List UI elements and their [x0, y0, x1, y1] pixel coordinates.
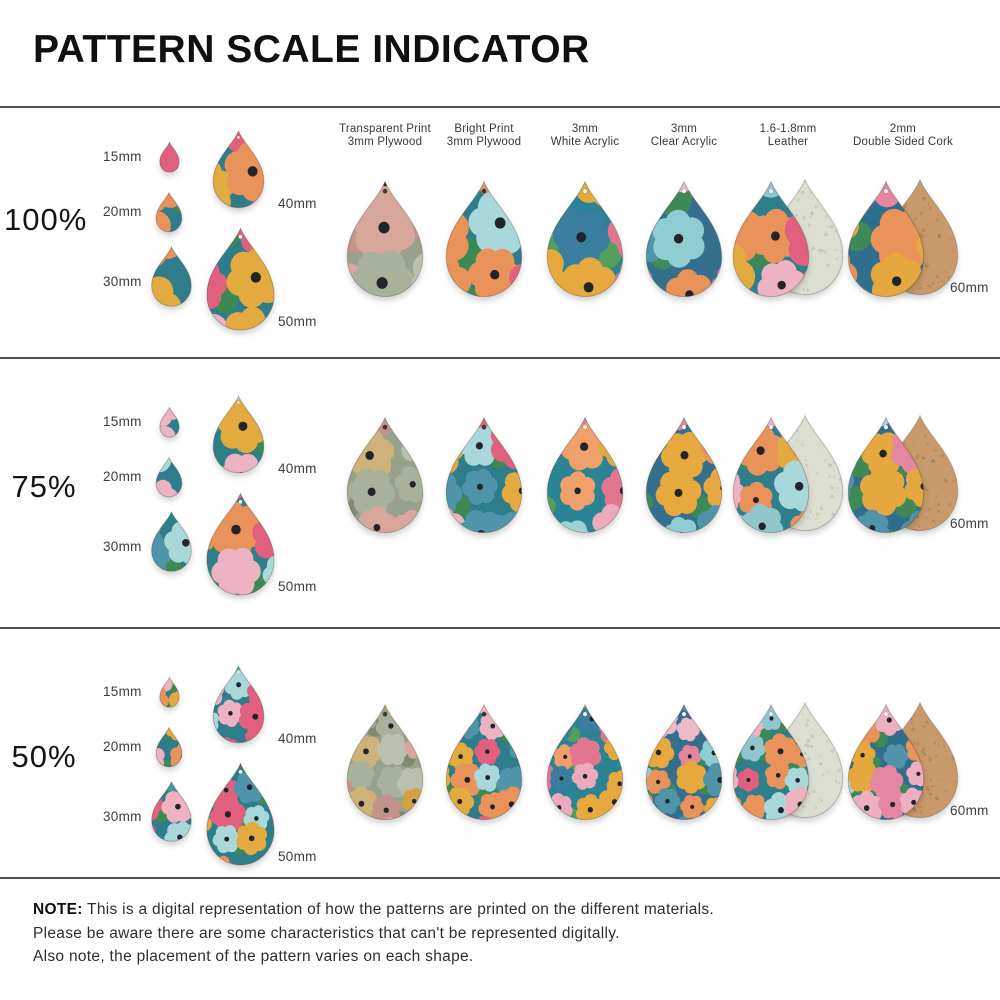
teardrop-sample-50mm	[204, 762, 277, 868]
teardrop-60mm-transparent-print-plywood	[344, 180, 426, 300]
teardrop-60mm-double-sided-cork	[845, 416, 927, 536]
teardrop-60mm-leather	[730, 416, 812, 536]
teardrop-sample-40mm	[211, 130, 266, 210]
divider-bottom	[0, 877, 1000, 879]
size-label-60mm: 60mm	[950, 516, 989, 531]
size-label-20mm: 20mm	[103, 204, 142, 219]
note-label: NOTE:	[33, 901, 83, 918]
divider-row2-row3	[0, 627, 1000, 629]
teardrop-sample-20mm	[155, 457, 183, 498]
material-header-line1: 1.6-1.8mm	[759, 123, 817, 135]
material-header-line2: Double Sided Cork	[853, 136, 953, 148]
teardrop-60mm-transparent-print-plywood	[344, 416, 426, 536]
size-label-50mm: 50mm	[278, 849, 317, 864]
teardrop-sample-15mm	[159, 677, 180, 708]
size-label-40mm: 40mm	[278, 731, 317, 746]
teardrop-sample-50mm	[204, 227, 277, 333]
material-header-line1: Bright Print	[454, 123, 514, 135]
teardrop-60mm-transparent-print-plywood	[344, 703, 426, 823]
material-header-bright-print-plywood: Bright Print 3mm Plywood	[404, 123, 564, 149]
teardrop-sample-30mm	[150, 781, 193, 843]
scale-label-75: 75%	[11, 469, 77, 504]
page-title: PATTERN SCALE INDICATOR	[33, 28, 590, 71]
size-label-30mm: 30mm	[103, 809, 142, 824]
teardrop-60mm-clear-acrylic	[643, 416, 725, 536]
teardrop-60mm-leather	[730, 703, 812, 823]
scale-row-75: 75% 15mm 20mm 30mm 40mm 50mm 60mm	[0, 357, 1000, 627]
material-header-line2: 3mm Plywood	[446, 136, 522, 148]
teardrop-60mm-white-acrylic	[544, 180, 626, 300]
teardrop-60mm-white-acrylic	[544, 416, 626, 536]
scale-label-100: 100%	[4, 202, 88, 237]
teardrop-60mm-bright-print-plywood	[443, 180, 525, 300]
material-header-line1: 2mm	[889, 123, 917, 135]
scale-row-50: 50% 15mm 20mm 30mm 40mm 50mm 60mm	[0, 627, 1000, 877]
material-header-line1: 3mm	[571, 123, 599, 135]
note-line-1: NOTE: This is a digital representation o…	[33, 898, 963, 922]
material-header-clear-acrylic: 3mm Clear Acrylic	[604, 123, 764, 149]
size-label-15mm: 15mm	[103, 149, 142, 164]
size-label-40mm: 40mm	[278, 461, 317, 476]
size-label-15mm: 15mm	[103, 414, 142, 429]
size-label-60mm: 60mm	[950, 803, 989, 818]
size-label-40mm: 40mm	[278, 196, 317, 211]
teardrop-sample-30mm	[150, 246, 193, 308]
scale-label-50: 50%	[11, 739, 77, 774]
material-header-line2: 3mm Plywood	[347, 136, 423, 148]
material-header-line1: 3mm	[670, 123, 698, 135]
size-label-50mm: 50mm	[278, 314, 317, 329]
size-label-30mm: 30mm	[103, 539, 142, 554]
scale-row-100: 100% 15mm 20mm 30mm 40mm 50mm 60mm	[0, 107, 1000, 357]
teardrop-sample-40mm	[211, 395, 266, 475]
material-header-line2: White Acrylic	[550, 136, 620, 148]
material-header-white-acrylic: 3mm White Acrylic	[505, 123, 665, 149]
note-line-2: Please be aware there are some character…	[33, 924, 620, 942]
size-label-15mm: 15mm	[103, 684, 142, 699]
material-header-line1: Transparent Print	[339, 123, 431, 135]
material-header-line2: Clear Acrylic	[650, 136, 718, 148]
teardrop-sample-20mm	[155, 727, 183, 768]
size-label-20mm: 20mm	[103, 469, 142, 484]
material-header-double-sided-cork: 2mm Double Sided Cork	[823, 123, 983, 149]
size-label-60mm: 60mm	[950, 280, 989, 295]
teardrop-60mm-clear-acrylic	[643, 703, 725, 823]
teardrop-60mm-white-acrylic	[544, 703, 626, 823]
teardrop-60mm-double-sided-cork	[845, 703, 927, 823]
material-header-transparent-print-plywood: Transparent Print 3mm Plywood	[305, 123, 465, 149]
size-label-30mm: 30mm	[103, 274, 142, 289]
divider-row1-row2	[0, 357, 1000, 359]
teardrop-sample-30mm	[150, 511, 193, 573]
teardrop-sample-15mm	[159, 142, 180, 173]
material-header-leather: 1.6-1.8mm Leather	[708, 123, 868, 149]
teardrop-60mm-leather	[730, 180, 812, 300]
teardrop-60mm-bright-print-plywood	[443, 416, 525, 536]
note-line1-text: This is a digital representation of how …	[87, 901, 715, 918]
teardrop-60mm-bright-print-plywood	[443, 703, 525, 823]
teardrop-60mm-clear-acrylic	[643, 180, 725, 300]
teardrop-60mm-double-sided-cork	[845, 180, 927, 300]
teardrop-sample-40mm	[211, 665, 266, 745]
note: NOTE: This is a digital representation o…	[33, 898, 963, 969]
teardrop-sample-50mm	[204, 492, 277, 598]
size-label-20mm: 20mm	[103, 739, 142, 754]
teardrop-sample-15mm	[159, 407, 180, 438]
teardrop-sample-20mm	[155, 192, 183, 233]
note-line-3: Also note, the placement of the pattern …	[33, 948, 474, 965]
divider-top	[0, 106, 1000, 108]
material-header-line2: Leather	[767, 136, 809, 148]
size-label-50mm: 50mm	[278, 579, 317, 594]
